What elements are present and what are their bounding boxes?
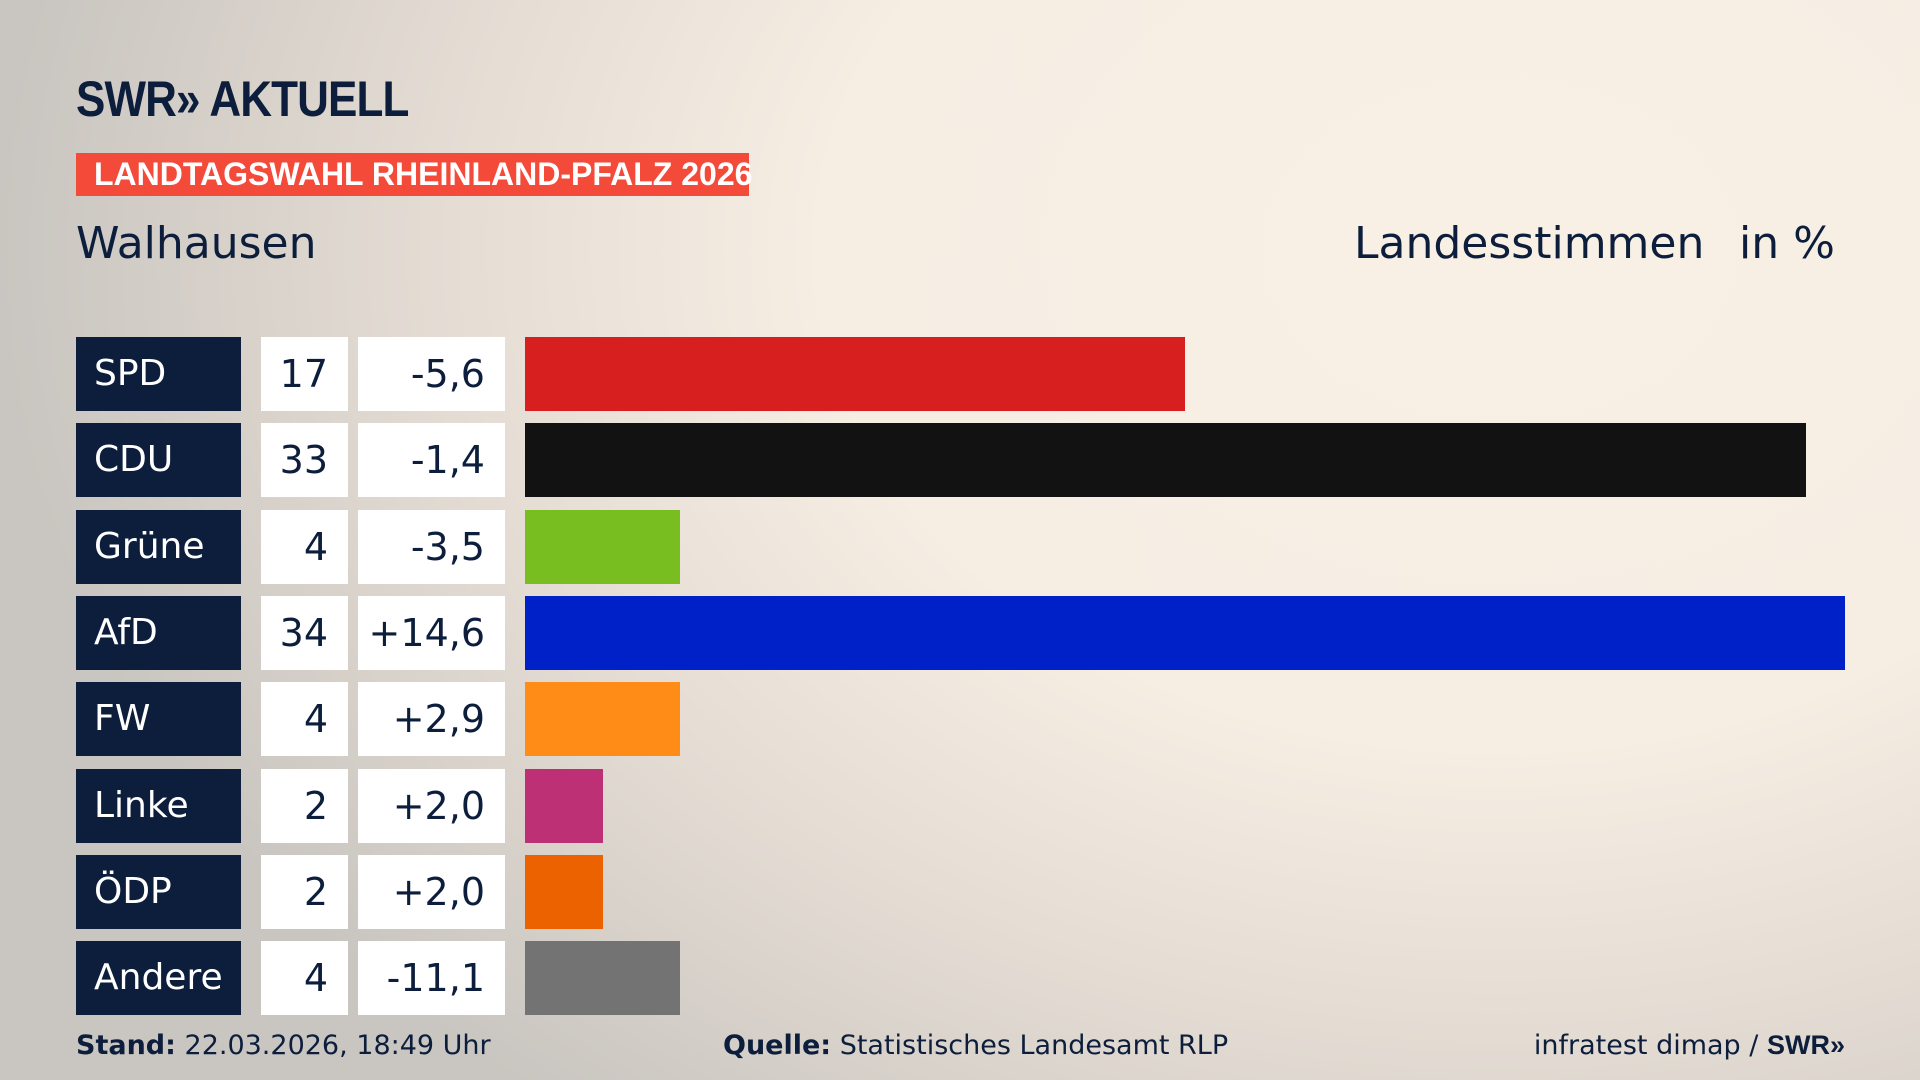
bar-cdu — [525, 423, 1807, 498]
value-label: 4 — [261, 941, 348, 1016]
value-label: 4 — [261, 682, 348, 757]
party-label: Linke — [76, 768, 241, 843]
swr-aktuell-logo: SWR» AKTUELL — [76, 71, 409, 127]
credit: infratest dimap / SWR» — [1534, 1030, 1845, 1061]
bar-linke — [525, 768, 603, 843]
source-label: Quelle: — [723, 1030, 832, 1061]
result-row: FW 4 +2,9 — [0, 682, 1920, 757]
change-label: +14,6 — [358, 595, 505, 670]
value-label: 34 — [261, 595, 348, 670]
unit-label: in % — [1739, 218, 1835, 269]
value-label: 4 — [261, 509, 348, 584]
change-label: -3,5 — [358, 509, 505, 584]
party-label: ÖDP — [76, 854, 241, 929]
party-label: CDU — [76, 423, 241, 498]
result-row: Grüne 4 -3,5 — [0, 509, 1920, 584]
vote-type-label: Landesstimmen — [1354, 218, 1705, 269]
value-label: 2 — [261, 854, 348, 929]
party-label: SPD — [76, 337, 241, 411]
timestamp: Stand: 22.03.2026, 18:49 Uhr — [76, 1030, 491, 1061]
value-label: 17 — [261, 337, 348, 411]
credit-text: infratest dimap / — [1533, 1030, 1759, 1061]
change-label: +2,9 — [358, 682, 505, 757]
party-label: AfD — [76, 595, 241, 670]
result-row: ÖDP 2 +2,0 — [0, 854, 1920, 929]
source: Quelle: Statistisches Landesamt RLP — [723, 1030, 1228, 1061]
change-label: -11,1 — [358, 941, 505, 1016]
bar-andere — [525, 941, 681, 1016]
party-label: FW — [76, 682, 241, 757]
result-row: Linke 2 +2,0 — [0, 768, 1920, 843]
change-label: -5,6 — [358, 337, 505, 411]
change-label: -1,4 — [358, 423, 505, 498]
bar-ödp — [525, 854, 603, 929]
bar-afd — [525, 595, 1845, 670]
bar-fw — [525, 682, 681, 757]
result-row: SPD 17 -5,6 — [0, 337, 1920, 411]
result-row: Andere 4 -11,1 — [0, 941, 1920, 1016]
source-value: Statistisches Landesamt RLP — [839, 1030, 1229, 1061]
change-label: +2,0 — [358, 768, 505, 843]
party-label: Grüne — [76, 509, 241, 584]
party-label: Andere — [76, 941, 241, 1016]
bar-grüne — [525, 509, 681, 584]
value-label: 2 — [261, 768, 348, 843]
change-label: +2,0 — [358, 854, 505, 929]
value-label: 33 — [261, 423, 348, 498]
result-row: CDU 33 -1,4 — [0, 423, 1920, 498]
stand-label: Stand: — [76, 1030, 176, 1061]
stand-value: 22.03.2026, 18:49 Uhr — [184, 1030, 491, 1061]
election-banner: LANDTAGSWAHL RHEINLAND-PFALZ 2026 — [76, 153, 752, 196]
swr-logo-small: SWR» — [1766, 1030, 1845, 1060]
bar-spd — [525, 337, 1185, 411]
result-row: AfD 34 +14,6 — [0, 595, 1920, 670]
place-title: Walhausen — [76, 218, 317, 269]
